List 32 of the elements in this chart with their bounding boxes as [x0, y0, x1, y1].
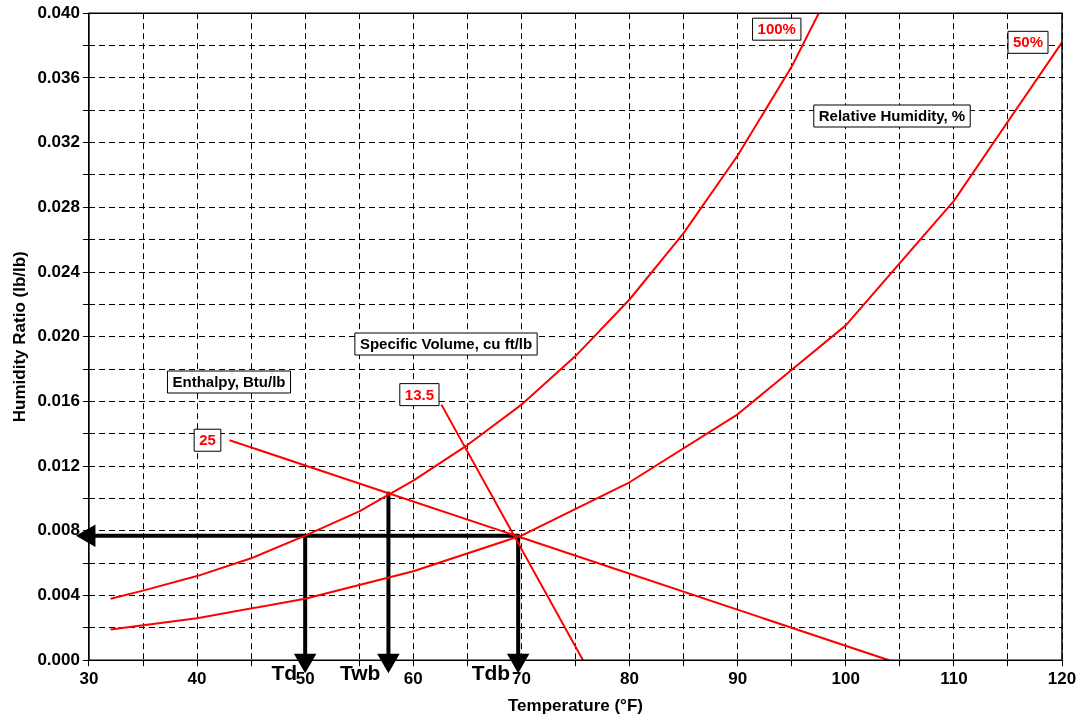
y-tick-label: 0.000 — [37, 649, 80, 669]
annotation: Specific Volume, cu ft/lb — [359, 335, 533, 353]
x-tick-label: 80 — [620, 669, 639, 689]
x-tick-label: 30 — [79, 669, 99, 689]
x-tick-label: 110 — [940, 669, 968, 689]
annotation: Tdb — [471, 661, 511, 685]
series-label: 50% — [1012, 33, 1044, 51]
y-tick-label: 0.024 — [37, 261, 81, 281]
x-axis-title: Temperature (°F) — [507, 696, 643, 716]
y-tick-label: 0.032 — [37, 132, 80, 152]
y-tick-label: 0.040 — [37, 2, 80, 22]
y-tick-label: 0.008 — [37, 520, 80, 540]
series-label: 13.5 — [404, 385, 435, 403]
y-tick-label: 0.016 — [37, 391, 80, 411]
series-label: 100% — [757, 20, 796, 38]
x-tick-label: 70 — [511, 669, 531, 689]
y-tick-label: 0.028 — [37, 196, 80, 216]
y-tick-label: 0.036 — [37, 67, 80, 87]
annotation: Enthalpy, Btu/lb — [172, 373, 286, 391]
x-tick-label: 40 — [187, 669, 207, 689]
annotation: Relative Humidity, % — [818, 107, 966, 125]
y-tick-label: 0.012 — [37, 455, 80, 475]
y-tick-label: 0.020 — [37, 326, 80, 346]
x-tick-label: 90 — [728, 669, 748, 689]
y-tick-label: 0.004 — [37, 585, 81, 605]
x-tick-label: 60 — [403, 669, 423, 689]
x-tick-label: 120 — [1047, 669, 1077, 689]
x-tick-label: 100 — [831, 669, 860, 689]
x-tick-label: 50 — [295, 669, 315, 689]
series-label: 25 — [199, 431, 216, 449]
annotation: Twb — [339, 661, 381, 685]
y-axis-title: Humidity Ratio (lb/lb) — [9, 251, 29, 423]
